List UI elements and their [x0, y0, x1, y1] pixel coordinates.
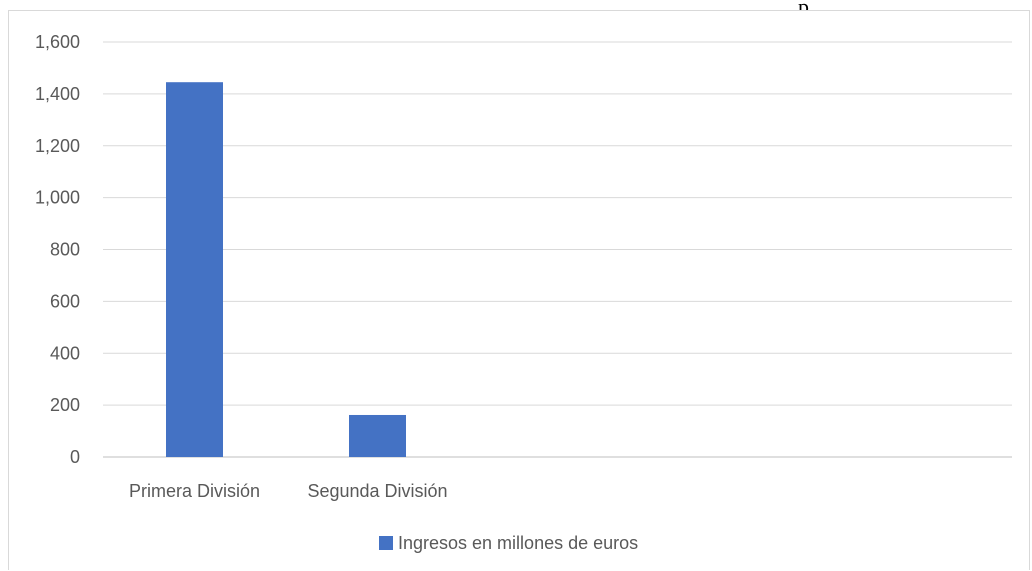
legend: Ingresos en millones de euros: [379, 533, 638, 553]
y-tick-label: 1,200: [35, 136, 80, 156]
gridlines: [103, 41, 1012, 458]
legend-label: Ingresos en millones de euros: [398, 533, 638, 553]
bar: [349, 414, 406, 457]
y-tick-label: 1,600: [35, 32, 80, 52]
y-tick-label: 0: [70, 447, 80, 467]
y-tick-label: 400: [50, 343, 80, 363]
y-tick-label: 800: [50, 240, 80, 260]
x-category-label: Primera División: [129, 481, 260, 501]
bars: [166, 82, 406, 457]
clipped-title-text: p: [798, 0, 809, 20]
x-axis-category-labels: Primera División Segunda División: [129, 481, 448, 501]
legend-swatch: [379, 536, 393, 550]
x-category-label: Segunda División: [307, 481, 447, 501]
y-tick-label: 1,000: [35, 188, 80, 208]
y-tick-label: 600: [50, 291, 80, 311]
y-tick-label: 200: [50, 395, 80, 415]
bar: [166, 82, 223, 457]
y-axis-tick-labels: 0 200 400 600 800 1,000 1,200 1,400 1,600: [35, 32, 80, 467]
y-tick-label: 1,400: [35, 84, 80, 104]
